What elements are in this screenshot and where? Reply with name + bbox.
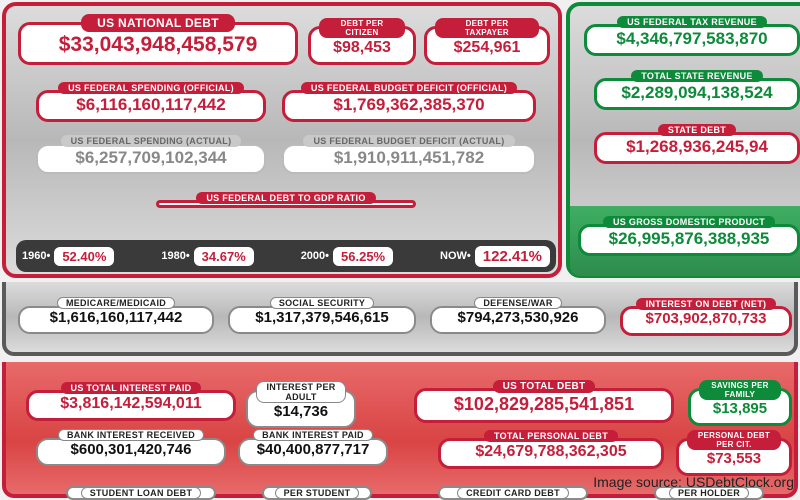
ratio-pct: 34.67% bbox=[194, 247, 254, 266]
cell-national-debt: US NATIONAL DEBT $33,043,948,458,579 bbox=[18, 22, 298, 65]
ratio-strip: 1960• 52.40% 1980• 34.67% 2000• 56.25% N… bbox=[16, 240, 556, 272]
label: CREDIT CARD DEBT bbox=[457, 487, 569, 499]
label: PERSONAL DEBT PER CIT. bbox=[687, 430, 781, 450]
cell-us-total-debt: US TOTAL DEBT $102,829,285,541,851 bbox=[414, 388, 674, 423]
value: $13,895 bbox=[699, 400, 781, 419]
cell-debt-per-taxpayer: DEBT PER TAXPAYER $254,961 bbox=[424, 26, 550, 65]
label: DEFENSE/WAR bbox=[474, 297, 561, 309]
label: US FEDERAL TAX REVENUE bbox=[617, 16, 767, 28]
cell-medicare: MEDICARE/MEDICAID $1,616,160,117,442 bbox=[18, 306, 214, 334]
value: $33,043,948,458,579 bbox=[29, 32, 287, 58]
value: $6,257,709,102,344 bbox=[46, 147, 256, 168]
cell-interest-on-debt: INTEREST ON DEBT (NET) $703,902,870,733 bbox=[620, 306, 792, 336]
cell-spending-official: US FEDERAL SPENDING (OFFICIAL) $6,116,16… bbox=[36, 90, 266, 122]
ratio-year: 1960• bbox=[22, 250, 50, 262]
panel-revenue: US FEDERAL TAX REVENUE $4,346,797,583,87… bbox=[566, 2, 800, 278]
value: $14,736 bbox=[256, 403, 346, 422]
cell-defense: DEFENSE/WAR $794,273,530,926 bbox=[430, 306, 606, 334]
cell-deficit-official: US FEDERAL BUDGET DEFICIT (OFFICIAL) $1,… bbox=[282, 90, 536, 122]
value: $2,289,094,138,524 bbox=[605, 82, 789, 103]
label: US GROSS DOMESTIC PRODUCT bbox=[603, 216, 775, 228]
ratio-pct: 52.40% bbox=[54, 247, 114, 266]
ratio-year: 2000• bbox=[301, 250, 329, 262]
label: DEBT PER CITIZEN bbox=[319, 18, 405, 38]
label: SAVINGS PER FAMILY bbox=[699, 380, 781, 400]
label: US TOTAL INTEREST PAID bbox=[61, 382, 202, 394]
label: US FEDERAL BUDGET DEFICIT (ACTUAL) bbox=[303, 135, 514, 147]
value: $1,317,379,546,615 bbox=[238, 309, 406, 328]
value: $1,268,936,245,94 bbox=[605, 136, 789, 157]
value: $40,400,877,717 bbox=[248, 441, 378, 460]
cell-state-revenue: TOTAL STATE REVENUE $2,289,094,138,524 bbox=[594, 78, 800, 110]
ratio-pct: 56.25% bbox=[333, 247, 393, 266]
cell-total-personal-debt: TOTAL PERSONAL DEBT $24,679,788,362,305 bbox=[438, 438, 664, 469]
label: STATE DEBT bbox=[658, 124, 736, 136]
cell-bank-interest-received: BANK INTEREST RECEIVED $600,301,420,746 bbox=[36, 438, 226, 466]
value: $1,910,911,451,782 bbox=[292, 147, 526, 168]
label: SOCIAL SECURITY bbox=[270, 297, 374, 309]
value: $703,902,870,733 bbox=[631, 310, 781, 329]
value: $254,961 bbox=[435, 38, 539, 58]
value: $6,116,160,117,442 bbox=[47, 94, 255, 115]
label: BANK INTEREST RECEIVED bbox=[58, 429, 204, 441]
panel-national-debt: US NATIONAL DEBT $33,043,948,458,579 DEB… bbox=[2, 2, 562, 278]
value: $24,679,788,362,305 bbox=[449, 442, 653, 462]
cell-savings-per-family: SAVINGS PER FAMILY $13,895 bbox=[688, 388, 792, 426]
value: $102,829,285,541,851 bbox=[425, 393, 663, 416]
value: $73,553 bbox=[687, 450, 781, 469]
cell-bank-interest-paid: BANK INTEREST PAID $40,400,877,717 bbox=[238, 438, 388, 466]
label: DEBT PER TAXPAYER bbox=[435, 18, 539, 38]
value: $1,769,362,385,370 bbox=[293, 94, 525, 115]
cell-total-interest-paid: US TOTAL INTEREST PAID $3,816,142,594,01… bbox=[26, 390, 236, 421]
label: INTEREST ON DEBT (NET) bbox=[636, 298, 777, 310]
label: US FEDERAL SPENDING (OFFICIAL) bbox=[58, 82, 244, 94]
cell-interest-per-adult: INTEREST PER ADULT $14,736 bbox=[246, 390, 356, 428]
ratio-year: NOW• bbox=[440, 250, 471, 262]
panel-budget-items: MEDICARE/MEDICAID $1,616,160,117,442 SOC… bbox=[2, 282, 798, 356]
label: INTEREST PER ADULT bbox=[256, 381, 346, 403]
cell-debt-per-citizen: DEBT PER CITIZEN $98,453 bbox=[308, 26, 416, 65]
cell-spending-actual: US FEDERAL SPENDING (ACTUAL) $6,257,709,… bbox=[36, 144, 266, 174]
label: MEDICARE/MEDICAID bbox=[57, 297, 175, 309]
value: $4,346,797,583,870 bbox=[595, 28, 789, 49]
cell-gdp: US GROSS DOMESTIC PRODUCT $26,995,876,38… bbox=[578, 224, 800, 256]
label: PER STUDENT bbox=[275, 487, 360, 499]
ratio-year: 1980• bbox=[161, 250, 189, 262]
value: $794,273,530,926 bbox=[440, 309, 596, 328]
label: US FEDERAL DEBT TO GDP RATIO bbox=[196, 192, 375, 204]
attribution: Image source: USDebtClock.org bbox=[593, 474, 794, 490]
label: TOTAL PERSONAL DEBT bbox=[484, 430, 618, 442]
label: STUDENT LOAN DEBT bbox=[81, 487, 202, 499]
label: TOTAL STATE REVENUE bbox=[631, 70, 762, 82]
cell-stub: PER STUDENT bbox=[262, 486, 372, 500]
cell-personal-debt-per-cit: PERSONAL DEBT PER CIT. $73,553 bbox=[676, 438, 792, 476]
label: US TOTAL DEBT bbox=[493, 380, 596, 393]
label: US FEDERAL SPENDING (ACTUAL) bbox=[61, 135, 242, 147]
cell-state-debt: STATE DEBT $1,268,936,245,94 bbox=[594, 132, 800, 164]
cell-deficit-actual: US FEDERAL BUDGET DEFICIT (ACTUAL) $1,91… bbox=[282, 144, 536, 174]
value: $600,301,420,746 bbox=[46, 441, 216, 460]
cell-social-security: SOCIAL SECURITY $1,317,379,546,615 bbox=[228, 306, 416, 334]
cell-stub: STUDENT LOAN DEBT bbox=[66, 486, 216, 500]
label: BANK INTEREST PAID bbox=[253, 429, 373, 441]
value: $1,616,160,117,442 bbox=[28, 309, 204, 328]
value: $26,995,876,388,935 bbox=[589, 228, 789, 249]
cell-stub: CREDIT CARD DEBT bbox=[438, 486, 588, 500]
cell-ratio-header: US FEDERAL DEBT TO GDP RATIO bbox=[156, 200, 416, 208]
ratio-pct: 122.41% bbox=[475, 246, 550, 267]
label: US NATIONAL DEBT bbox=[81, 14, 235, 32]
cell-fed-tax-revenue: US FEDERAL TAX REVENUE $4,346,797,583,87… bbox=[584, 24, 800, 56]
value: $98,453 bbox=[319, 38, 405, 58]
value: $3,816,142,594,011 bbox=[37, 394, 225, 414]
label: US FEDERAL BUDGET DEFICIT (OFFICIAL) bbox=[301, 82, 517, 94]
